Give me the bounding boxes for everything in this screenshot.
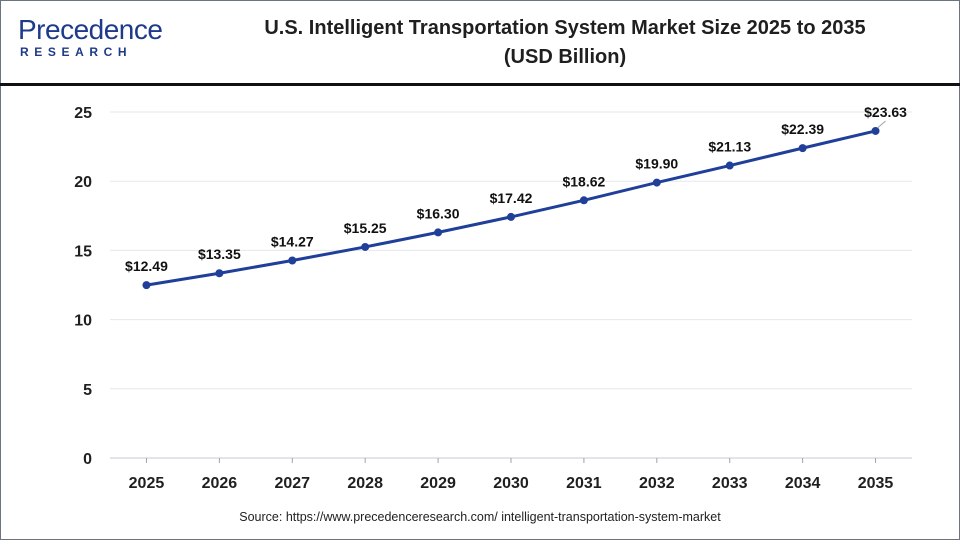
x-tick-label: 2034 [785,475,821,492]
chart-title-line-2: (USD Billion) [503,46,627,68]
data-label: $16.30 [417,205,460,221]
y-tick-label: 20 [74,174,92,191]
brand-logo: Precedence RESEARCH [18,14,168,64]
data-label: $23.63 [864,104,907,120]
y-tick-label: 25 [74,105,92,122]
y-tick-label: 10 [74,313,92,330]
data-label: $22.39 [781,121,824,137]
y-tick-label: 0 [83,451,92,468]
data-point [579,196,588,205]
y-tick-label: 15 [74,243,92,260]
data-point [361,242,370,251]
data-label: $14.27 [271,234,314,250]
series-line [146,129,876,287]
logo-wordmark: Precedence [18,14,163,45]
x-tick-label: 2031 [566,475,602,492]
chart-title-line-1: U.S. Intelligent Transportation System M… [264,17,866,39]
x-tick-label: 2028 [347,475,383,492]
logo-subtitle: RESEARCH [20,45,133,59]
data-point [507,212,515,221]
data-label-leader [877,120,886,129]
data-label: $12.49 [125,258,168,274]
data-point [798,144,807,153]
chart-title: U.S. Intelligent Transportation System M… [195,14,935,72]
data-point [725,161,734,170]
data-point [288,256,297,265]
x-tick-label: 2033 [712,475,748,492]
data-label: $15.25 [344,220,387,236]
x-tick-label: 2027 [274,475,310,492]
series-line-group [142,126,880,290]
data-point [142,281,151,290]
header: Precedence RESEARCH U.S. Intelligent Tra… [0,0,960,82]
data-point [652,178,661,187]
x-tick-label: 2030 [493,475,529,492]
header-divider [0,83,960,86]
x-tick-label: 2035 [858,475,894,492]
data-point [871,126,880,135]
data-point [215,269,224,278]
y-tick-label: 5 [83,382,92,399]
data-labels: $12.49 $13.35 $14.27 $15.25 $16.30 $17.42 $18.… [125,104,907,274]
source-note: Source: https://www.precedenceresearch.c… [239,510,721,524]
data-label: $21.13 [708,139,751,155]
data-label: $18.62 [562,173,605,189]
data-label: $13.35 [198,246,241,262]
x-tick-label: 2029 [420,475,456,492]
grid-lines [110,111,912,390]
data-label: $17.42 [490,190,533,206]
x-tick-label: 2032 [639,475,675,492]
data-point [434,228,443,237]
x-tick-label: 2025 [129,475,165,492]
data-label: $19.90 [635,156,678,172]
x-tick-label: 2026 [202,475,238,492]
